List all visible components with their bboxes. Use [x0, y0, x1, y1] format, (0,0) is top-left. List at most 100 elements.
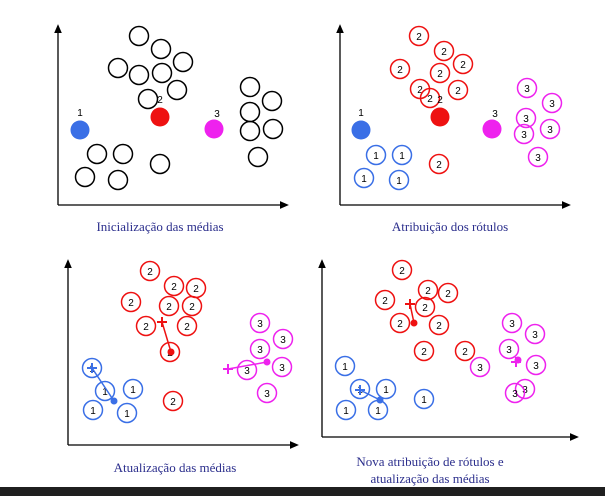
data-point-label: 2: [184, 322, 190, 333]
data-point: 2: [433, 40, 455, 62]
data-point-circle: [271, 356, 293, 378]
data-point-label: 2: [437, 69, 443, 80]
data-point-label: 3: [509, 319, 515, 330]
data-point-circle: [94, 380, 116, 402]
data-point-label: 3: [512, 389, 518, 400]
data-point-circle: [151, 62, 173, 84]
data-point: 2: [162, 390, 184, 412]
data-point-label: 2: [427, 94, 433, 105]
data-point-circle: [150, 38, 172, 60]
data-point-circle: [249, 312, 271, 334]
bottom-bar: [0, 487, 605, 496]
data-point-label: 1: [361, 174, 367, 185]
data-point-circle: [172, 51, 194, 73]
data-point-circle: [81, 357, 103, 379]
data-point: 3: [516, 77, 538, 99]
data-point-label: 2: [436, 160, 442, 171]
data-point-circle: [162, 390, 184, 412]
data-point-circle: [107, 169, 129, 191]
data-point: [86, 143, 108, 165]
data-point-circle: [391, 144, 413, 166]
data-point-circle: [428, 153, 450, 175]
data-point: 1: [94, 380, 116, 402]
data-point: 2: [389, 58, 411, 80]
data-point: 2: [408, 25, 430, 47]
data-point: 2: [139, 260, 161, 282]
data-point-label: 3: [524, 84, 530, 95]
data-point-label: 2: [421, 347, 427, 358]
data-point-label: 3: [549, 99, 555, 110]
data-point-circle: [249, 338, 271, 360]
data-point-circle: [107, 57, 129, 79]
data-point-circle: [524, 323, 546, 345]
data-point: [107, 169, 129, 191]
data-point-circle: [429, 62, 451, 84]
data-point-label: 2: [397, 319, 403, 330]
mean-marker: [204, 119, 224, 139]
data-point: 1: [391, 144, 413, 166]
data-point: [107, 57, 129, 79]
data-point: [247, 146, 269, 168]
data-point: [128, 64, 150, 86]
data-point: 3: [236, 359, 258, 381]
data-point-circle: [163, 275, 185, 297]
data-point-label: 3: [257, 345, 263, 356]
data-point-label: 3: [477, 363, 483, 374]
data-point-circle: [239, 101, 261, 123]
mean-label: 1: [77, 108, 83, 119]
data-point: [166, 79, 188, 101]
data-point: 1: [353, 167, 375, 189]
data-point: 2: [454, 340, 476, 362]
data-point-label: 1: [342, 362, 348, 373]
data-point-circle: [122, 378, 144, 400]
data-point-circle: [374, 289, 396, 311]
panel-initialization: 1 2 3: [70, 25, 284, 191]
mean-label: 3: [214, 109, 220, 120]
data-point: 3: [513, 123, 535, 145]
data-point-circle: [454, 340, 476, 362]
updated-mean-dot: [263, 358, 271, 366]
caption-reassignment-line-1: Nova atribuição de rótulos e: [356, 454, 504, 469]
data-point: 1: [388, 169, 410, 191]
data-point: 1: [334, 355, 356, 377]
data-point-circle: [135, 315, 157, 337]
updated-mean-dot: [167, 348, 175, 356]
data-point: 1: [335, 399, 357, 421]
data-point-label: 3: [521, 130, 527, 141]
data-point: 2: [176, 315, 198, 337]
data-point: [262, 118, 284, 140]
data-point-circle: [239, 120, 261, 142]
caption-reassignment-line-2: atualização das médias: [370, 471, 490, 486]
data-point-label: 2: [143, 322, 149, 333]
panel-reassignment: 2222222223333333111111: [334, 259, 547, 421]
data-point-circle: [413, 388, 435, 410]
data-point: [112, 143, 134, 165]
data-point-circle: [428, 314, 450, 336]
data-point: [239, 120, 261, 142]
data-point-label: 2: [166, 302, 172, 313]
data-point: [150, 38, 172, 60]
data-point: 3: [515, 107, 537, 129]
data-point-circle: [501, 312, 523, 334]
data-point: 2: [452, 53, 474, 75]
data-point: [239, 101, 261, 123]
data-point-circle: [498, 338, 520, 360]
data-point-label: 1: [396, 176, 402, 187]
data-point: 2: [120, 291, 142, 313]
data-point-label: 2: [193, 284, 199, 295]
caption-label-assignment: Atribuição dos rótulos: [391, 219, 509, 234]
data-point-circle: [504, 382, 526, 404]
data-point-label: 1: [343, 406, 349, 417]
data-point-label: 3: [280, 335, 286, 346]
data-point: 3: [501, 312, 523, 334]
data-point-label: 2: [170, 397, 176, 408]
mean-marker: [150, 107, 170, 127]
data-point: 2: [181, 295, 203, 317]
data-point-circle: [86, 143, 108, 165]
data-point-label: 2: [460, 60, 466, 71]
data-point-circle: [513, 123, 535, 145]
data-point-circle: [391, 259, 413, 281]
data-point-label: 2: [128, 298, 134, 309]
